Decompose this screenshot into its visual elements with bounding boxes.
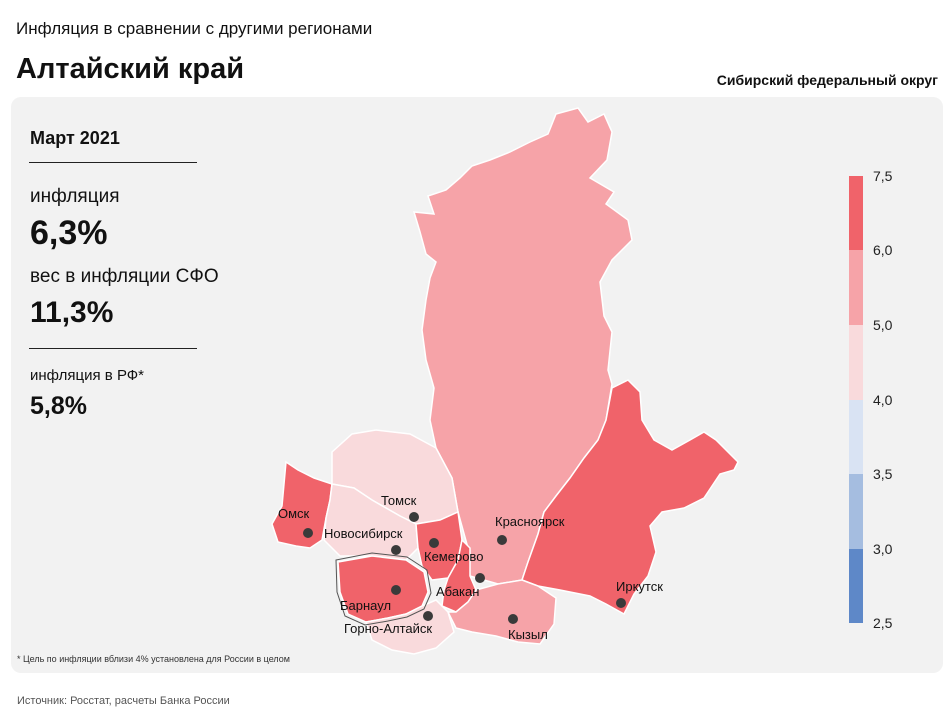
- city-marker: [497, 535, 507, 545]
- city-novosibirsk[interactable]: Новосибирск: [324, 526, 403, 555]
- source-note: Источник: Росстат, расчеты Банка России: [17, 695, 230, 707]
- city-barnaul[interactable]: Барнаул: [340, 585, 401, 613]
- city-marker: [409, 512, 419, 522]
- legend-tick-label: 5,0: [873, 317, 893, 333]
- color-legend: 7,5 6,0 5,0 4,0 3,5 3,0 2,5: [849, 168, 893, 631]
- legend-tick-label: 6,0: [873, 242, 893, 258]
- legend-swatch: [849, 474, 863, 549]
- city-label-kyzyl: Кызыл: [508, 627, 548, 642]
- city-marker: [391, 545, 401, 555]
- legend-tick-label: 2,5: [873, 615, 893, 631]
- legend-tick-label: 4,0: [873, 392, 893, 408]
- city-kemerovo[interactable]: Кемерово: [424, 538, 483, 564]
- legend-swatch: [849, 250, 863, 325]
- city-marker: [429, 538, 439, 548]
- region-omsk[interactable]: [271, 460, 333, 549]
- district-name: Сибирский федеральный округ: [716, 72, 938, 88]
- city-marker: [423, 611, 433, 621]
- rf-inflation-value: 5,8%: [30, 392, 87, 420]
- divider-top: [29, 162, 197, 163]
- legend-swatch: [849, 549, 863, 623]
- inflation-value: 6,3%: [30, 214, 108, 252]
- city-krasnoyarsk[interactable]: Красноярск: [495, 514, 565, 545]
- city-label-gorno-altaysk: Горно-Алтайск: [344, 621, 432, 636]
- footnote: * Цель по инфляции вблизи 4% установлена…: [17, 654, 290, 664]
- weight-label: вес в инфляции СФО: [30, 266, 219, 287]
- city-omsk[interactable]: Омск: [278, 506, 313, 538]
- city-marker: [303, 528, 313, 538]
- city-label-barnaul: Барнаул: [340, 598, 391, 613]
- city-label-abakan: Абакан: [436, 584, 479, 599]
- legend-swatch: [849, 400, 863, 474]
- legend-tick-label: 3,5: [873, 466, 893, 482]
- city-gorno-altaysk[interactable]: Горно-Алтайск: [344, 611, 433, 636]
- legend-tick-label: 7,5: [873, 168, 893, 184]
- divider-bottom: [29, 348, 197, 349]
- inflation-label: инфляция: [30, 186, 120, 207]
- city-kyzyl[interactable]: Кызыл: [508, 614, 548, 642]
- city-irkutsk[interactable]: Иркутск: [616, 579, 663, 608]
- city-marker: [616, 598, 626, 608]
- legend-swatch: [849, 325, 863, 400]
- region-tyva[interactable]: [446, 579, 557, 645]
- city-marker: [391, 585, 401, 595]
- city-label-kemerovo: Кемерово: [424, 549, 483, 564]
- period-label: Март 2021: [30, 128, 120, 148]
- city-tomsk[interactable]: Томск: [381, 493, 419, 522]
- legend-tick-label: 3,0: [873, 541, 893, 557]
- region-irkutsk[interactable]: [521, 379, 739, 616]
- city-marker: [475, 573, 485, 583]
- city-label-omsk: Омск: [278, 506, 310, 521]
- legend-swatch: [849, 176, 863, 250]
- city-label-krasnoyarsk: Красноярск: [495, 514, 565, 529]
- city-label-tomsk: Томск: [381, 493, 417, 508]
- page-title: Алтайский край: [16, 53, 245, 85]
- city-label-irkutsk: Иркутск: [616, 579, 663, 594]
- region-altai-krai-highlight: [335, 552, 432, 626]
- city-abakan[interactable]: Абакан: [436, 573, 485, 599]
- city-marker: [508, 614, 518, 624]
- weight-value: 11,3%: [30, 296, 114, 329]
- city-label-novosibirsk: Новосибирск: [324, 526, 403, 541]
- rf-inflation-label: инфляция в РФ*: [30, 367, 145, 384]
- page-supertitle: Инфляция в сравнении с другими регионами: [16, 19, 373, 38]
